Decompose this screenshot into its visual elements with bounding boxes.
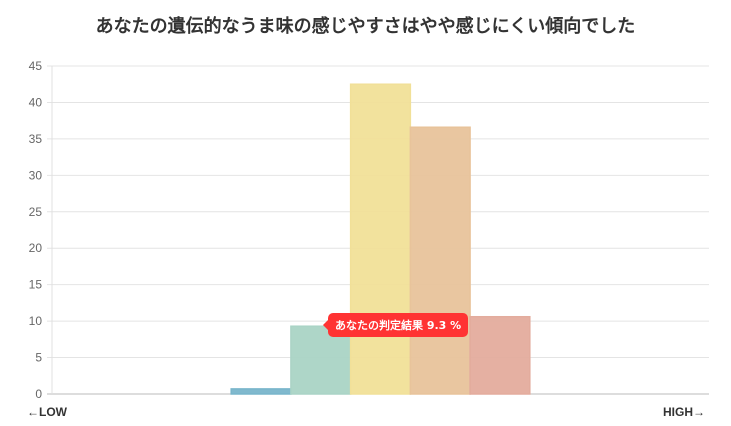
bar (349, 83, 412, 395)
y-tick-label: 0 (35, 387, 42, 401)
result-tooltip: あなたの判定結果 9.3 % (322, 313, 469, 337)
x-low-label: ←LOW (27, 405, 68, 419)
bar (230, 388, 292, 395)
chart-title: あなたの遺伝的なうま味の感じやすさはやや感じにくい傾向でした (95, 16, 636, 37)
y-tick-label: 35 (29, 132, 43, 146)
y-tick-label: 15 (29, 278, 43, 292)
x-high-label: HIGH→ (663, 405, 705, 419)
bar (469, 315, 531, 395)
y-tick-label: 20 (29, 241, 43, 255)
y-tick-label: 10 (29, 314, 43, 328)
y-tick-label: 5 (35, 351, 42, 365)
y-tick-label: 25 (29, 205, 43, 219)
y-tick-label: 40 (29, 95, 43, 109)
bar (409, 126, 471, 395)
y-tick-label: 30 (29, 168, 43, 182)
y-tick-label: 45 (29, 59, 43, 73)
bar (290, 325, 352, 395)
